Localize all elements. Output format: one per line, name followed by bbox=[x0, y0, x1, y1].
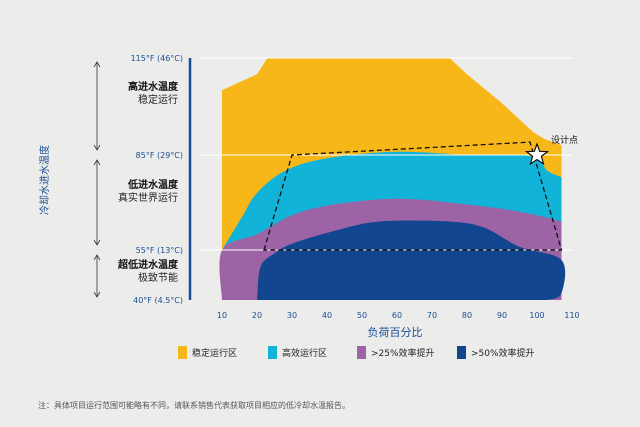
zone-bracket-arrow-bottom bbox=[93, 291, 101, 298]
design-envelope bbox=[263, 141, 563, 251]
zone-subtitle: 稳定运行 bbox=[138, 93, 178, 106]
area-50-percent bbox=[257, 220, 566, 300]
zone-title: 高进水温度 bbox=[128, 80, 179, 93]
zone-bracket-arrow-bottom bbox=[93, 239, 101, 246]
legend-swatch bbox=[357, 346, 366, 359]
legend: 稳定运行区 高效运行区 >25%效率提升 >50%效率提升 bbox=[0, 346, 640, 366]
x-tick-label: 70 bbox=[427, 311, 437, 320]
design-point-star bbox=[524, 142, 550, 166]
legend-label: >25%效率提升 bbox=[371, 349, 435, 359]
zone-bracket-arrow-bottom bbox=[93, 144, 101, 151]
zone-title: 低进水温度 bbox=[127, 178, 179, 191]
legend-item: 稳定运行区 bbox=[178, 346, 237, 359]
x-tick-label: 50 bbox=[357, 311, 367, 320]
legend-label: 高效运行区 bbox=[282, 349, 328, 359]
legend-item: >50%效率提升 bbox=[457, 346, 535, 359]
zone-title: 超低进水温度 bbox=[117, 258, 179, 271]
zone-bracket-arrow-top bbox=[93, 159, 101, 166]
x-tick-label: 100 bbox=[529, 311, 544, 320]
x-tick-label: 10 bbox=[217, 311, 227, 320]
axes: 115°F (46°C) 85°F (29°C) 55°F (13°C) 40°F (… bbox=[38, 54, 580, 339]
x-axis-title: 负荷百分比 bbox=[368, 325, 423, 339]
design-point-label: 设计点 bbox=[551, 134, 578, 146]
x-tick-label: 40 bbox=[322, 311, 332, 320]
legend-item: 高效运行区 bbox=[268, 346, 327, 359]
legend-swatch bbox=[457, 346, 466, 359]
design-envelope-layer: 设计点 bbox=[263, 134, 578, 251]
x-tick-label: 60 bbox=[392, 311, 402, 320]
y-tick-label: 115°F (46°C) bbox=[131, 54, 183, 63]
legend-swatch bbox=[268, 346, 277, 359]
x-tick-label: 110 bbox=[564, 311, 579, 320]
legend-swatch bbox=[178, 346, 187, 359]
y-tick-label: 55°F (13°C) bbox=[136, 246, 183, 255]
footnote: 注：具体项目运行范围可能略有不同，请联系销售代表获取项目相应的低冷却水温报告。 bbox=[38, 401, 350, 410]
y-tick-label: 85°F (29°C) bbox=[136, 151, 183, 160]
legend-label: 稳定运行区 bbox=[192, 349, 238, 359]
x-tick-label: 90 bbox=[497, 311, 507, 320]
zone-bracket-arrow-top bbox=[93, 254, 101, 261]
y-axis-title: 冷却水进水温度 bbox=[38, 145, 51, 215]
zone-subtitle: 极致节能 bbox=[138, 271, 178, 284]
x-tick-label: 30 bbox=[287, 311, 297, 320]
area-layer bbox=[219, 58, 566, 300]
zone-subtitle: 真实世界运行 bbox=[118, 191, 178, 204]
x-tick-label: 80 bbox=[462, 311, 472, 320]
legend-item: >25%效率提升 bbox=[357, 346, 435, 359]
legend-label: >50%效率提升 bbox=[471, 349, 535, 359]
y-tick-label: 40°F (4.5°C) bbox=[133, 296, 183, 305]
x-tick-label: 20 bbox=[252, 311, 262, 320]
zone-bracket-arrow-top bbox=[93, 61, 101, 68]
